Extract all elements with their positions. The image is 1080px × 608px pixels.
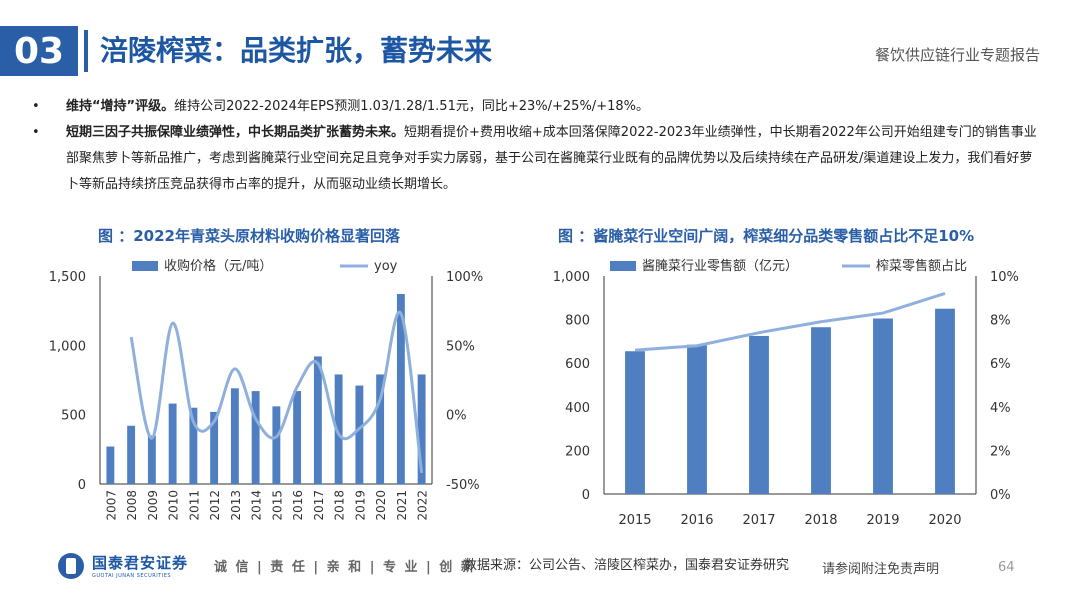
y-tick-label-left: 0 [582, 488, 590, 503]
x-tick-label: 2015 [270, 490, 284, 521]
y-tick-label-right: 0% [990, 488, 1011, 503]
x-tick-label: 2009 [146, 490, 160, 521]
chart-bar [272, 406, 281, 484]
chart-bar [313, 356, 322, 484]
summary-bullets: • 维持“增持”评级。维持公司2022-2024年EPS预测1.03/1.28/… [32, 94, 1042, 198]
bullet-text: 短期看提价+费用收缩+成本回落保障2022-2023年业绩弹性，中长期看2022… [66, 125, 1037, 192]
legend-line-label: 榨菜零售额占比 [876, 258, 967, 274]
logo-text-en: GUOTAI JUNAN SECURITIES [92, 573, 172, 579]
x-tick-label: 2017 [742, 513, 775, 528]
y-tick-label-left: 1,000 [553, 270, 590, 285]
y-tick-label-right: -50% [446, 478, 480, 493]
data-source: 数据来源：公司公告、涪陵区榨菜办，国泰君安证券研究 [464, 558, 790, 573]
x-tick-label: 2007 [104, 490, 118, 521]
chart-bar [355, 385, 364, 484]
y-tick-label-right: 10% [990, 270, 1019, 285]
x-tick-label: 2016 [680, 513, 713, 528]
company-slogan: 诚 信 | 责 任 | 亲 和 | 专 业 | 创 新 [214, 560, 476, 575]
legend-bar-label: 酱腌菜行业零售额（亿元） [642, 258, 798, 274]
y-tick-label-right: 50% [446, 339, 475, 354]
x-tick-label: 2018 [333, 490, 347, 521]
chart2-pickle-retail: 1,000 800 600 400 200 0 10% 8% 6% 4% 2% 0% 2015 2016 2… [553, 258, 1019, 528]
y-tick-label-right: 4% [990, 401, 1011, 416]
chart-bar [687, 344, 707, 494]
legend-bar-label: 收购价格（元/吨） [164, 258, 272, 274]
bullet-outlook: • 短期三因子共振保障业绩弹性，中长期品类扩张蓄势未来。短期看提价+费用收缩+成… [32, 120, 1042, 198]
legend-bar-swatch [610, 261, 636, 271]
y-tick-label-right: 2% [990, 444, 1011, 459]
logo-text-cn: 国泰君安证券 [92, 554, 189, 572]
page-title: 涪陵榨菜：品类扩张，蓄势未来 [100, 34, 493, 67]
y-tick-label-left: 400 [565, 401, 590, 416]
chart-bar [625, 351, 645, 494]
chart-bar [230, 388, 239, 484]
y-tick-label-right: 100% [446, 270, 483, 285]
chart-bar [210, 411, 219, 484]
chart-bar [873, 318, 893, 494]
bullet-dot: • [32, 125, 40, 140]
x-tick-label: 2021 [395, 490, 409, 521]
y-tick-label-left: 1,000 [49, 339, 86, 354]
chart-bar [147, 435, 156, 484]
chart1-raw-material-price: 1,500 1,000 500 0 100% 50% 0% -50% 2007 2008 2009 2… [49, 258, 483, 521]
y-tick-label-left: 1,500 [49, 270, 86, 285]
x-tick-label: 2019 [866, 513, 899, 528]
x-tick-label: 2020 [374, 490, 388, 521]
legend-line-label: yoy [374, 259, 398, 274]
x-tick-label: 2015 [618, 513, 651, 528]
chart-bar [127, 425, 136, 484]
y-tick-label-left: 600 [565, 357, 590, 372]
disclaimer-link[interactable]: 请参阅附注免责声明 [822, 562, 940, 577]
page-number: 64 [998, 560, 1015, 575]
chart-bar [811, 327, 831, 494]
x-tick-label: 2019 [353, 490, 367, 521]
x-tick-label: 2011 [187, 490, 201, 521]
x-tick-label: 2017 [312, 490, 326, 521]
title-accent-bar [84, 30, 88, 72]
bullet-text: 维持公司2022-2024年EPS预测1.03/1.28/1.51元，同比+23… [174, 99, 649, 114]
chart1-title: 图 ：2022年青菜头原材料收购价格显著回落 [98, 227, 400, 245]
chart-bar [189, 407, 198, 484]
y-tick-label-left: 0 [78, 478, 86, 493]
chart-bar [251, 391, 260, 484]
x-tick-label: 2013 [229, 490, 243, 521]
chart-bar [935, 308, 955, 494]
chart-line-series [634, 292, 946, 352]
chart-bar [334, 374, 343, 484]
x-tick-label: 2008 [125, 490, 139, 521]
y-tick-label-left: 500 [61, 409, 86, 424]
chart-bar [376, 374, 385, 484]
x-tick-label: 2020 [928, 513, 961, 528]
report-name: 餐饮供应链行业专题报告 [874, 46, 1040, 64]
y-tick-label-right: 0% [446, 409, 467, 424]
section-number-badge: 03 [0, 26, 78, 76]
chart2-title: 图 ：酱腌菜行业空间广阔，榨菜细分品类零售额占比不足10% [558, 227, 975, 245]
y-tick-label-left: 200 [565, 444, 590, 459]
logo-mark-icon [58, 552, 84, 579]
bullet-dot: • [32, 99, 40, 114]
chart-bar [396, 294, 405, 484]
chart-bar [106, 446, 115, 484]
chart-line-series [129, 310, 424, 474]
bullet-heading: 维持“增持”评级。 [66, 99, 175, 114]
x-tick-label: 2022 [416, 490, 430, 521]
bullet-rating: • 维持“增持”评级。维持公司2022-2024年EPS预测1.03/1.28/… [32, 94, 1042, 120]
y-tick-label-right: 8% [990, 314, 1011, 329]
x-tick-label: 2016 [291, 490, 305, 521]
x-tick-label: 2010 [167, 490, 181, 521]
company-logo: 国泰君安证券 GUOTAI JUNAN SECURITIES [58, 552, 188, 579]
bullet-heading: 短期三因子共振保障业绩弹性，中长期品类扩张蓄势未来。 [66, 125, 405, 140]
chart-bar [417, 374, 426, 484]
legend-bar-swatch [132, 261, 158, 271]
x-tick-label: 2014 [250, 490, 264, 521]
y-tick-label-right: 6% [990, 357, 1011, 372]
chart-bar [749, 335, 769, 494]
x-tick-label: 2012 [208, 490, 222, 521]
chart-bar [168, 403, 177, 484]
chart-bar [293, 391, 302, 484]
x-tick-label: 2018 [804, 513, 837, 528]
y-tick-label-left: 800 [565, 314, 590, 329]
